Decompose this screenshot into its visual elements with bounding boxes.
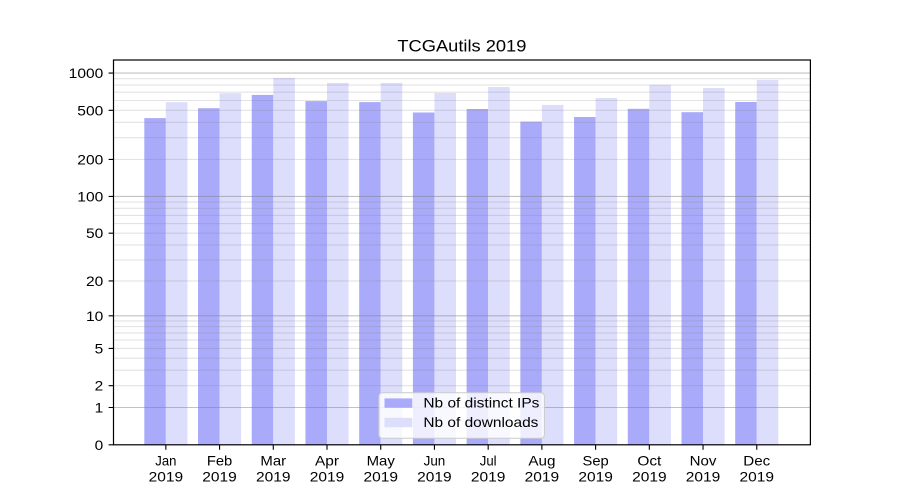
svg-text:Feb: Feb [207, 453, 233, 469]
svg-text:2019: 2019 [632, 468, 667, 484]
svg-text:2019: 2019 [578, 468, 613, 484]
svg-text:20: 20 [86, 273, 104, 289]
svg-text:Oct: Oct [637, 453, 661, 469]
svg-text:Dec: Dec [743, 453, 770, 469]
svg-text:100: 100 [77, 188, 103, 204]
svg-text:0: 0 [95, 437, 104, 453]
svg-text:50: 50 [86, 225, 104, 241]
svg-text:Nb of downloads: Nb of downloads [423, 414, 538, 430]
svg-text:2019: 2019 [740, 468, 775, 484]
svg-text:2019: 2019 [525, 468, 560, 484]
svg-text:2019: 2019 [149, 468, 184, 484]
svg-text:2019: 2019 [471, 468, 506, 484]
svg-text:2: 2 [95, 378, 104, 394]
svg-text:Aug: Aug [528, 453, 555, 469]
svg-text:500: 500 [77, 102, 103, 118]
svg-text:2019: 2019 [686, 468, 721, 484]
svg-text:2019: 2019 [256, 468, 291, 484]
svg-text:2019: 2019 [310, 468, 345, 484]
svg-text:Jul: Jul [480, 453, 497, 469]
svg-text:10: 10 [86, 308, 104, 324]
svg-text:Jun: Jun [424, 453, 446, 469]
svg-text:May: May [367, 453, 395, 469]
svg-text:Sep: Sep [583, 453, 609, 469]
svg-text:Nov: Nov [690, 453, 717, 469]
svg-text:2019: 2019 [202, 468, 237, 484]
svg-text:Mar: Mar [260, 453, 286, 469]
svg-text:2019: 2019 [417, 468, 452, 484]
svg-text:1000: 1000 [69, 65, 104, 81]
svg-text:1: 1 [95, 400, 104, 416]
svg-text:TCGAutils 2019: TCGAutils 2019 [397, 37, 526, 56]
svg-text:Jan: Jan [155, 453, 176, 469]
svg-text:Nb of distinct IPs: Nb of distinct IPs [423, 395, 539, 411]
svg-text:Apr: Apr [315, 453, 339, 469]
svg-text:200: 200 [77, 151, 103, 167]
svg-text:2019: 2019 [363, 468, 398, 484]
svg-text:5: 5 [95, 340, 104, 356]
